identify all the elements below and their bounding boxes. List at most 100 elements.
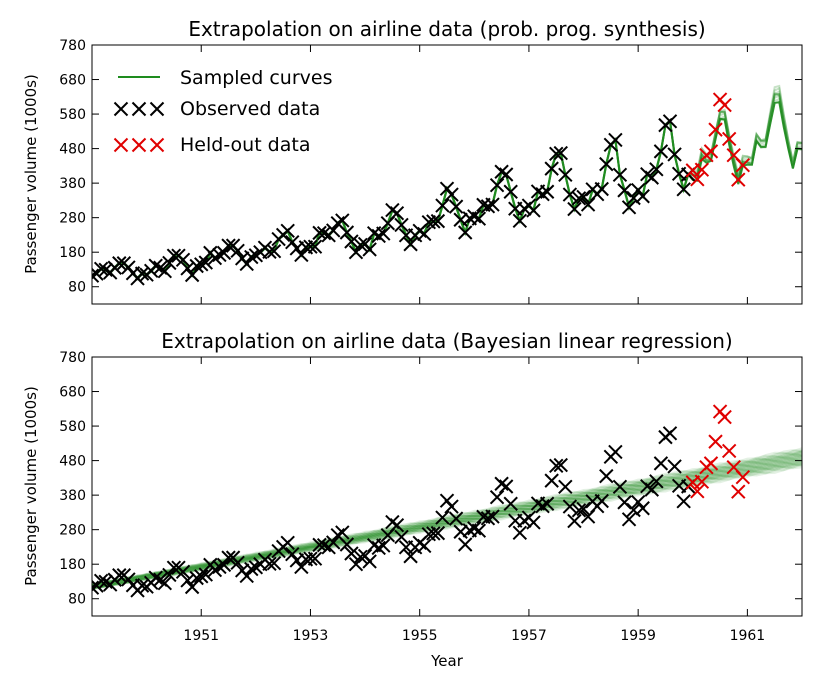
observed-point bbox=[576, 189, 591, 205]
observed-point bbox=[576, 501, 591, 517]
observed-point bbox=[157, 575, 173, 591]
observed-point-stroke-b bbox=[162, 255, 177, 271]
observed-point bbox=[489, 177, 505, 193]
observed-point bbox=[448, 199, 464, 214]
observed-point bbox=[485, 509, 500, 524]
observed-point bbox=[112, 568, 127, 583]
observed-point-stroke-b bbox=[567, 513, 582, 529]
observed-point-stroke-b bbox=[244, 561, 259, 577]
legend-held-out-marker-stroke-b bbox=[113, 137, 129, 153]
bottom-chart-title: Extrapolation on airline data (Bayesian … bbox=[161, 329, 732, 353]
observed-point-stroke-b bbox=[630, 494, 646, 510]
observed-point-stroke-b bbox=[184, 579, 200, 595]
observed-point-stroke-b bbox=[471, 523, 487, 538]
held-out-point-stroke-b bbox=[690, 484, 705, 499]
observed-point bbox=[494, 164, 509, 179]
observed-point bbox=[285, 546, 300, 562]
observed-point bbox=[184, 267, 200, 283]
observed-point-stroke-b bbox=[599, 156, 614, 172]
observed-point bbox=[635, 501, 650, 516]
observed-point bbox=[180, 573, 195, 588]
observed-point-stroke-b bbox=[549, 146, 564, 161]
observed-point bbox=[216, 245, 232, 261]
held-out-point bbox=[721, 443, 737, 459]
observed-point bbox=[134, 266, 150, 281]
observed-point-stroke-b bbox=[608, 444, 623, 460]
observed-point-stroke-b bbox=[371, 540, 386, 556]
observed-point bbox=[312, 537, 327, 553]
observed-point-stroke-b bbox=[526, 515, 541, 530]
observed-point-stroke-b bbox=[576, 189, 591, 205]
observed-point-stroke-b bbox=[180, 261, 195, 276]
observed-point bbox=[280, 535, 295, 550]
observed-point bbox=[562, 187, 578, 202]
observed-point bbox=[92, 268, 100, 283]
observed-point-stroke-b bbox=[189, 570, 204, 586]
observed-point-stroke-b bbox=[621, 512, 637, 527]
observed-point bbox=[535, 498, 550, 514]
observed-point-stroke-b bbox=[262, 244, 277, 260]
observed-point bbox=[189, 258, 204, 274]
observed-point-stroke-b bbox=[485, 509, 500, 524]
observed-point bbox=[457, 537, 473, 552]
observed-point-stroke-b bbox=[162, 567, 177, 583]
y-tick-label: 180 bbox=[59, 557, 86, 573]
observed-point-stroke-b bbox=[526, 203, 541, 218]
regression-sample bbox=[92, 466, 802, 591]
observed-point-stroke-b bbox=[93, 261, 109, 276]
legend-observed-marker-stroke-b bbox=[149, 101, 165, 117]
observed-point-stroke-b bbox=[389, 205, 405, 221]
observed-point bbox=[189, 570, 204, 586]
observed-point-stroke-b bbox=[112, 256, 127, 271]
observed-point-stroke-a bbox=[92, 274, 100, 283]
observed-point-stroke-b bbox=[426, 526, 441, 541]
y-tick-label: 580 bbox=[59, 107, 86, 123]
bottom-axes: 80 180 280 380 480 580 680 780 1951 1953 1955 1957 1… bbox=[59, 350, 803, 644]
observed-point-stroke-b bbox=[553, 145, 568, 161]
observed-point bbox=[339, 537, 355, 552]
x-tick-label: 1959 bbox=[620, 628, 656, 644]
bottom-chart: Extrapolation on airline data (Bayesian … bbox=[22, 329, 803, 670]
held-out-point bbox=[735, 469, 751, 485]
observed-point-stroke-b bbox=[289, 241, 305, 256]
observed-point bbox=[485, 197, 500, 212]
observed-point bbox=[198, 567, 213, 582]
observed-point bbox=[567, 201, 582, 217]
observed-point bbox=[376, 538, 391, 553]
observed-point bbox=[248, 560, 264, 575]
observed-point bbox=[517, 201, 532, 216]
held-out-point-stroke-b bbox=[708, 122, 723, 137]
held-out-point-stroke-b bbox=[694, 162, 710, 177]
observed-point-stroke-b bbox=[157, 263, 173, 279]
observed-point-stroke-b bbox=[421, 214, 437, 230]
y-tick-label: 680 bbox=[59, 385, 86, 401]
observed-point-stroke-b bbox=[307, 551, 323, 566]
held-out-point-stroke-b bbox=[731, 172, 746, 187]
observed-point-stroke-b bbox=[612, 479, 628, 495]
observed-point-stroke-b bbox=[93, 573, 109, 588]
observed-point bbox=[262, 244, 277, 260]
observed-point bbox=[134, 578, 150, 593]
observed-point-stroke-b bbox=[676, 182, 691, 197]
observed-point bbox=[467, 209, 482, 224]
top-plot-area bbox=[92, 84, 802, 286]
observed-point-stroke-b bbox=[448, 511, 464, 526]
observed-point bbox=[244, 249, 259, 265]
observed-point-stroke-b bbox=[430, 525, 446, 541]
observed-point bbox=[316, 537, 332, 553]
observed-point bbox=[617, 183, 632, 198]
observed-point bbox=[262, 556, 277, 572]
observed-point bbox=[435, 198, 450, 213]
observed-point bbox=[194, 257, 209, 272]
held-out-point bbox=[717, 409, 732, 425]
bottom-y-axis-label: Passenger volume (1000s) bbox=[22, 386, 40, 586]
observed-point-stroke-b bbox=[667, 147, 682, 162]
y-tick-label: 180 bbox=[59, 245, 86, 261]
observed-point-stroke-b bbox=[312, 225, 327, 241]
observed-point bbox=[571, 191, 587, 206]
observed-point bbox=[394, 529, 409, 545]
y-tick-label: 280 bbox=[59, 211, 86, 227]
observed-point-stroke-b bbox=[544, 161, 559, 176]
observed-point-stroke-b bbox=[626, 502, 641, 518]
observed-point bbox=[630, 182, 646, 198]
